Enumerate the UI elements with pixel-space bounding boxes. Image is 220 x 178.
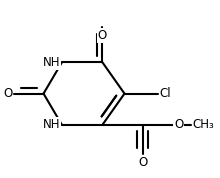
Text: NH: NH bbox=[43, 118, 60, 131]
Text: NH: NH bbox=[43, 56, 60, 69]
Text: Cl: Cl bbox=[160, 87, 171, 100]
Text: O: O bbox=[174, 118, 183, 131]
Text: O: O bbox=[3, 87, 12, 100]
Text: O: O bbox=[98, 29, 107, 42]
Text: CH₃: CH₃ bbox=[192, 118, 214, 131]
Text: O: O bbox=[138, 156, 148, 169]
